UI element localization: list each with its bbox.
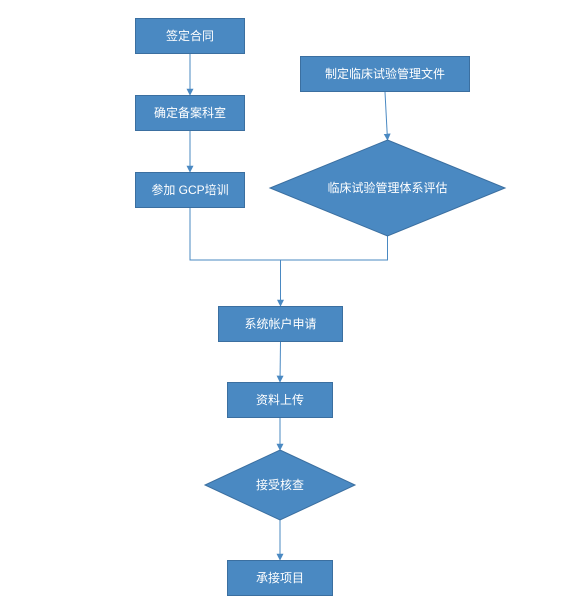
flowchart-node-n4: 制定临床试验管理文件 bbox=[300, 56, 470, 92]
flowchart-edge bbox=[281, 236, 388, 260]
flowchart-node-label: 制定临床试验管理文件 bbox=[325, 67, 445, 81]
flowchart-node-label: 签定合同 bbox=[166, 29, 214, 43]
flowchart-node-n1: 签定合同 bbox=[135, 18, 245, 54]
flowchart-node-n8: 接受核查 bbox=[205, 450, 355, 520]
flowchart-canvas: 签定合同确定备案科室参加 GCP培训 制定临床试验管理文件临床试验管理体系评估系统… bbox=[0, 0, 561, 613]
flowchart-node-n5: 临床试验管理体系评估 bbox=[270, 140, 505, 236]
flowchart-node-n7: 资料上传 bbox=[227, 382, 333, 418]
flowchart-node-label: 接受核查 bbox=[205, 450, 355, 520]
flowchart-node-label: 系统帐户申请 bbox=[244, 317, 316, 331]
flowchart-node-n2: 确定备案科室 bbox=[135, 95, 245, 131]
flowchart-node-n6: 系统帐户申请 bbox=[218, 306, 343, 342]
flowchart-edge bbox=[190, 208, 281, 260]
flowchart-node-n9: 承接项目 bbox=[227, 560, 333, 596]
flowchart-node-label: 临床试验管理体系评估 bbox=[270, 140, 505, 236]
flowchart-node-label: 确定备案科室 bbox=[154, 106, 226, 120]
flowchart-node-n3: 参加 GCP培训 bbox=[135, 172, 245, 208]
flowchart-edge bbox=[385, 92, 388, 140]
flowchart-node-label: 资料上传 bbox=[256, 393, 304, 407]
flowchart-node-label: 承接项目 bbox=[256, 571, 304, 585]
flowchart-node-label: 参加 GCP培训 bbox=[151, 183, 228, 197]
flowchart-edge bbox=[280, 342, 281, 382]
